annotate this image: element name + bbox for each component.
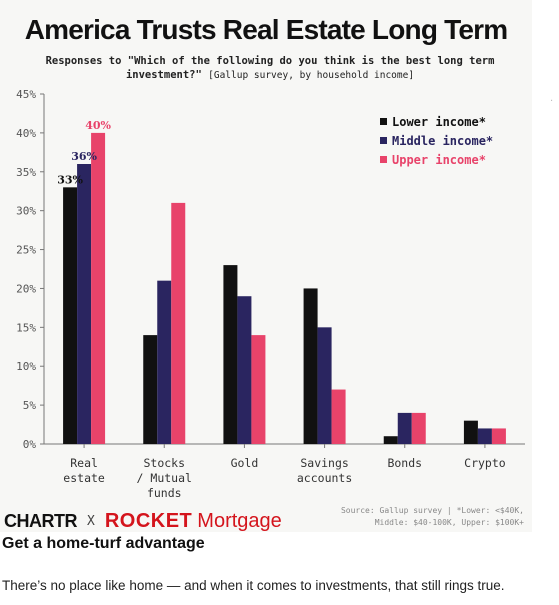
bar (492, 428, 506, 444)
y-tick-label: 30% (16, 205, 36, 218)
bar (318, 327, 332, 444)
x-tick-label: Crypto (464, 456, 506, 470)
bar (223, 265, 237, 444)
x-tick-label: Stocks (143, 456, 185, 470)
x-tick-label: funds (147, 486, 182, 500)
chart-legend: Lower income* Middle income* Upper income* (380, 112, 493, 169)
bar (398, 413, 412, 444)
legend-swatch (380, 156, 387, 163)
source-note: Source: Gallup survey | *Lower: <$40K, M… (341, 505, 524, 529)
y-tick-label: 35% (16, 166, 36, 179)
bar (464, 421, 478, 444)
y-tick-label: 5% (23, 399, 37, 412)
bar (478, 428, 492, 444)
legend-swatch (380, 118, 387, 125)
x-tick-label: Real (70, 456, 98, 470)
bar (304, 288, 318, 444)
bar (251, 335, 265, 444)
bar (157, 281, 171, 444)
legend-label: Middle income* (392, 134, 493, 148)
article-headline: Get a home-turf advantage (2, 535, 205, 553)
x-tick-label: accounts (297, 471, 352, 485)
y-tick-label: 10% (16, 360, 36, 373)
legend-item: Lower income* (380, 112, 493, 131)
bar (332, 390, 346, 444)
legend-label: Lower income* (392, 115, 486, 129)
y-tick-label: 45% (16, 88, 36, 101)
chartr-logo: CHARTR (4, 511, 77, 532)
legend-swatch (380, 137, 387, 144)
bar (171, 203, 185, 444)
y-tick-label: 0% (23, 438, 37, 451)
x-tick-label: / Mutual (137, 471, 192, 485)
y-tick-label: 40% (16, 127, 36, 140)
bar (412, 413, 426, 444)
source-line-1: Source: Gallup survey | *Lower: <$40K, (341, 505, 524, 517)
source-line-2: Middle: $40-100K, Upper: $100K+ (341, 517, 524, 529)
bar (237, 296, 251, 444)
legend-item: Upper income* (380, 150, 493, 169)
bar (143, 335, 157, 444)
bar (77, 164, 91, 444)
bar (63, 187, 77, 444)
legend-item: Middle income* (380, 131, 493, 150)
side-dot-icon: · (550, 96, 553, 107)
bar (384, 436, 398, 444)
x-tick-label: Bonds (387, 456, 422, 470)
data-label: 36% (71, 150, 97, 163)
bar (91, 133, 105, 444)
brand-logos: CHARTR X ROCKET Mortgage (4, 510, 282, 532)
y-tick-label: 20% (16, 282, 36, 295)
data-label: 33% (57, 173, 83, 186)
rocket-logo: ROCKET (105, 510, 192, 533)
data-label: 40% (85, 119, 111, 132)
article-body: There’s no place like home — and when it… (2, 578, 505, 593)
y-tick-label: 15% (16, 321, 36, 334)
x-tick-label: Savings (300, 456, 348, 470)
x-tick-label: Gold (231, 456, 259, 470)
legend-label: Upper income* (392, 153, 486, 167)
chart-card: America Trusts Real Estate Long Term Res… (0, 0, 532, 532)
mortgage-logo-text: Mortgage (197, 510, 282, 533)
x-tick-label: estate (63, 471, 105, 485)
brand-separator: X (87, 514, 95, 529)
y-tick-label: 25% (16, 244, 36, 257)
